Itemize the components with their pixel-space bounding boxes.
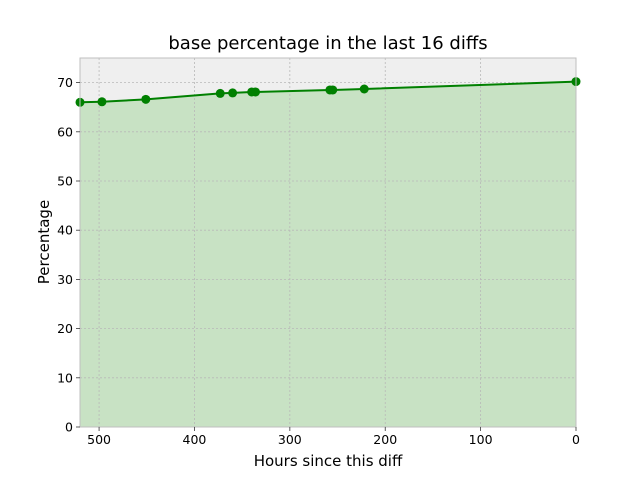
data-point [328, 85, 338, 95]
data-point [251, 87, 261, 97]
plot-frame [79, 57, 577, 428]
x-tick-label: 400 [183, 432, 207, 447]
data-point [215, 88, 225, 98]
data-point [359, 84, 369, 94]
y-tick-label: 10 [57, 370, 73, 385]
y-tick-label: 40 [57, 223, 73, 238]
y-axis-ticks: 0 10 20 30 40 50 60 70 [57, 75, 80, 435]
y-tick-label: 50 [57, 174, 73, 189]
x-axis-ticks: 500 400 300 200 100 0 [87, 427, 580, 447]
x-tick-label: 0 [572, 432, 580, 447]
x-axis-label: Hours since this diff [254, 452, 403, 470]
x-tick-label: 200 [373, 432, 397, 447]
x-tick-label: 100 [469, 432, 493, 447]
area-fill [80, 81, 576, 428]
y-tick-label: 70 [57, 75, 73, 90]
data-point [228, 88, 238, 98]
x-tick-label: 500 [87, 432, 111, 447]
y-tick-label: 30 [57, 272, 73, 287]
data-point [141, 94, 151, 104]
y-tick-label: 60 [57, 124, 73, 139]
grid-layer [80, 58, 577, 428]
area-fill-layer [80, 81, 576, 428]
y-tick-label: 20 [57, 321, 73, 336]
x-tick-label: 300 [278, 432, 302, 447]
y-axis-label: Percentage [35, 200, 53, 284]
data-point [97, 97, 107, 107]
y-tick-label: 0 [65, 420, 73, 435]
chart-title: base percentage in the last 16 diffs [168, 33, 487, 54]
